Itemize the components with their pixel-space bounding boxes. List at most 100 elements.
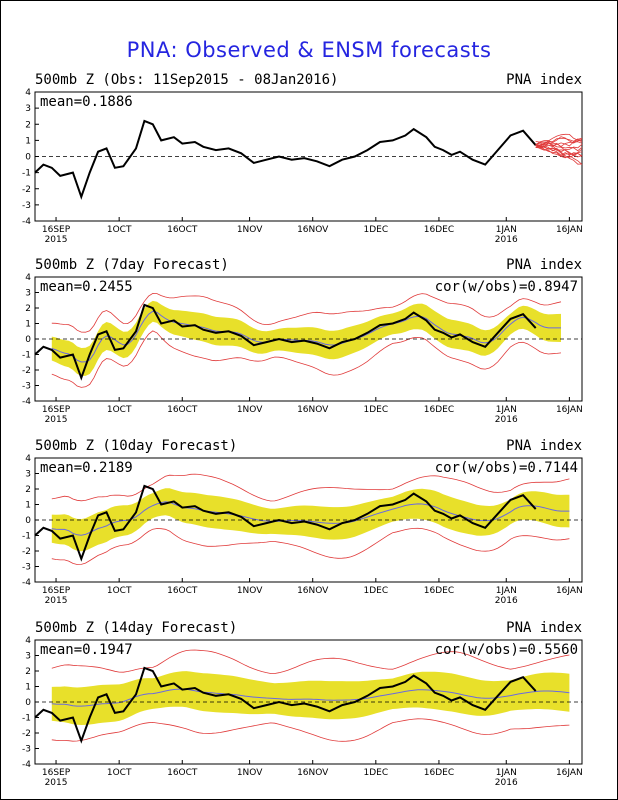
correlation-label: cor(w/obs)=0.5560 <box>435 642 578 658</box>
ensemble-member-line <box>535 143 583 165</box>
x-tick-label: 1DEC <box>364 586 389 596</box>
y-tick-label: 3 <box>25 289 31 299</box>
mean-label: mean=0.2455 <box>40 279 133 295</box>
y-tick-label: 3 <box>25 652 31 662</box>
panel-title: 500mb Z (7day Forecast) <box>35 257 229 273</box>
figure-title: PNA: Observed & ENSM forecasts <box>126 38 492 62</box>
x-tick-year: 2015 <box>45 415 68 425</box>
ensemble-member-line <box>535 141 583 158</box>
y-tick-label: 2 <box>25 485 31 495</box>
y-tick-label: -4 <box>22 397 31 407</box>
panel-obs <box>34 91 583 222</box>
x-tick-label: 1JAN <box>496 405 517 415</box>
ensemble-mean-line <box>51 501 570 536</box>
x-tick-label: 16OCT <box>167 586 198 596</box>
x-tick-year: 2016 <box>495 415 518 425</box>
correlation-label: cor(w/obs)=0.7144 <box>435 460 578 476</box>
y-tick-label: -3 <box>22 745 31 755</box>
x-tick-label: 16SEP <box>42 768 71 778</box>
ensemble-mean-line <box>51 688 570 707</box>
x-tick-label: 16DEC <box>424 225 454 235</box>
x-tick-label: 16JAN <box>556 405 583 415</box>
panel-index-label: PNA index <box>506 257 582 273</box>
member-max-line <box>51 649 570 674</box>
x-tick-label: 1NOV <box>237 405 263 415</box>
x-tick-year: 2015 <box>45 596 68 606</box>
y-tick-label: -1 <box>22 532 31 542</box>
member-min-line <box>51 527 570 565</box>
ensemble-member-line <box>535 144 583 165</box>
y-tick-label: -1 <box>22 169 31 179</box>
observed-line <box>34 303 537 381</box>
observed-line <box>34 484 537 562</box>
y-tick-label: 1 <box>25 136 31 146</box>
member-max-line <box>51 473 570 502</box>
x-tick-label: 1DEC <box>364 405 389 415</box>
x-tick-label: 16OCT <box>167 768 198 778</box>
y-tick-label: 3 <box>25 104 31 114</box>
x-tick-label: 16DEC <box>424 586 454 596</box>
x-tick-label: 16DEC <box>424 405 454 415</box>
panel-index-label: PNA index <box>506 438 582 454</box>
y-tick-label: 0 <box>25 153 31 163</box>
y-tick-label: -3 <box>22 382 31 392</box>
x-tick-year: 2015 <box>45 235 68 245</box>
x-tick-label: 1OCT <box>107 405 132 415</box>
y-tick-label: -2 <box>22 185 31 195</box>
x-tick-label: 16OCT <box>167 225 198 235</box>
x-tick-label: 1NOV <box>237 586 263 596</box>
spread-band <box>51 300 562 376</box>
y-tick-label: -2 <box>22 547 31 557</box>
member-min-line <box>51 330 562 388</box>
y-tick-label: 3 <box>25 470 31 480</box>
panel-title: 500mb Z (10day Forecast) <box>35 438 237 454</box>
y-tick-label: -2 <box>22 729 31 739</box>
x-tick-label: 1NOV <box>237 225 263 235</box>
x-tick-label: 16SEP <box>42 225 71 235</box>
y-tick-label: 0 <box>25 516 31 526</box>
observed-line <box>34 119 537 200</box>
x-tick-year: 2015 <box>45 778 68 788</box>
x-tick-label: 16JAN <box>556 225 583 235</box>
correlation-label: cor(w/obs)=0.8947 <box>435 279 578 295</box>
y-tick-label: 1 <box>25 320 31 330</box>
x-tick-label: 1DEC <box>364 768 389 778</box>
x-tick-year: 2016 <box>495 778 518 788</box>
panel-title: 500mb Z (Obs: 11Sep2015 - 08Jan2016) <box>35 72 338 88</box>
ensemble-member-line <box>535 137 583 147</box>
y-tick-label: -1 <box>22 714 31 724</box>
observed-line <box>34 666 537 744</box>
y-tick-label: -4 <box>22 217 31 227</box>
y-tick-label: -3 <box>22 201 31 211</box>
y-tick-label: 4 <box>25 273 31 283</box>
ensemble-member-line <box>535 136 583 146</box>
x-tick-label: 1OCT <box>107 586 132 596</box>
x-tick-label: 16OCT <box>167 405 198 415</box>
x-tick-label: 16JAN <box>556 768 583 778</box>
x-tick-label: 1OCT <box>107 768 132 778</box>
y-tick-label: -4 <box>22 760 31 770</box>
mean-label: mean=0.1886 <box>40 94 133 110</box>
y-tick-label: 0 <box>25 698 31 708</box>
member-max-line <box>51 292 562 333</box>
x-tick-label: 1JAN <box>496 225 517 235</box>
panel-index-label: PNA index <box>506 620 582 636</box>
panel-title: 500mb Z (14day Forecast) <box>35 620 237 636</box>
x-tick-year: 2016 <box>495 235 518 245</box>
y-tick-label: -2 <box>22 366 31 376</box>
panel-index-label: PNA index <box>506 72 582 88</box>
x-tick-label: 1NOV <box>237 768 263 778</box>
y-tick-label: 1 <box>25 501 31 511</box>
x-tick-label: 16NOV <box>297 586 329 596</box>
y-tick-label: 4 <box>25 88 31 98</box>
x-tick-label: 16DEC <box>424 768 454 778</box>
x-tick-label: 16SEP <box>42 405 71 415</box>
member-min-line <box>51 718 570 742</box>
y-tick-label: 2 <box>25 304 31 314</box>
y-tick-label: 0 <box>25 335 31 345</box>
spread-band <box>51 671 570 725</box>
panel-d14 <box>34 639 583 765</box>
x-tick-label: 16SEP <box>42 586 71 596</box>
x-tick-label: 16NOV <box>297 405 329 415</box>
